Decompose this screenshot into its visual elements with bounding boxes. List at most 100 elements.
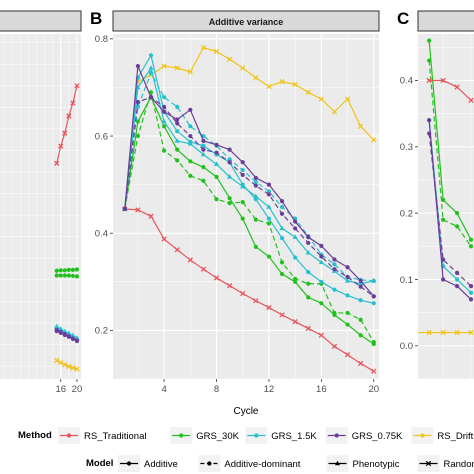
panel-b-strip-title: Additive variance: [209, 17, 284, 27]
panel-b-plot-bg: [113, 34, 379, 379]
panel-a-series-rs-traditional-random-point: [66, 113, 72, 119]
panel-c-series-grs-0-75k-additive-dominant-point: [427, 131, 432, 136]
panel-b-y-tick-label: 0.8: [95, 34, 108, 45]
panel-c-series-grs-30k-additive-dominant-point: [454, 224, 460, 229]
panel-b-series-grs-1-5k-additive-point: [279, 235, 285, 241]
panel-b: B Additive variance 4 8 12 16 20 0.2 0.4 0.6 0.8…: [90, 9, 380, 417]
panel-b-series-grs-1-5k-phenotypic-point: [240, 183, 246, 189]
panel-a-series-grs-30k-additive-point: [62, 268, 67, 273]
panel-b-series-grs-1-5k-additive-point: [293, 255, 298, 260]
panel-b-series-grs-0-75k-additive-point: [162, 109, 167, 114]
panel-b-series-grs-1-5k-additive-dominant-point: [253, 179, 258, 184]
panel-b-series-grs-0-75k-additive-point: [358, 278, 363, 283]
legend-key-marker: [334, 460, 341, 466]
panel-a-series-rs-drift-random-point: [58, 359, 64, 366]
panel-b-series-grs-0-75k-additive-dominant-point: [240, 172, 245, 178]
panel-b-series-grs-0-75k-additive-point: [293, 219, 298, 224]
panel-b-series-grs-1-5k-additive-dominant-line: [124, 72, 374, 282]
panel-b-series-grs-1-5k-phenotypic-point: [266, 204, 272, 209]
legend-label-rs-drift: RS_Drift: [437, 431, 473, 442]
panel-c-strip: [417, 10, 474, 32]
panel-c-y-tick-label: 0.4: [400, 76, 413, 87]
panel-b-series-grs-30k-additive-dominant-point: [345, 310, 350, 316]
panel-b-series-grs-30k-additive-point: [201, 165, 206, 170]
legend-label-grs-0-75k: GRS_0.75K: [352, 431, 403, 442]
panel-c-series-rs-traditional-random-point: [426, 77, 432, 84]
panel-c-series-rs-drift-random-point: [440, 329, 446, 336]
panel-b-series-grs-0-75k-additive-point: [201, 138, 206, 144]
legend-key-phenotypic: Phenotypic: [326, 455, 400, 472]
panel-b-series-rs-traditional-random-point: [253, 298, 259, 304]
panel-c-series-grs-30k-additive-dominant-point: [441, 217, 446, 222]
panel-a-series-rs-traditional-random-point: [54, 160, 60, 167]
panel-b-series-grs-0-75k-additive-point: [175, 117, 180, 122]
panel-b-series-rs-drift-random-point: [253, 75, 259, 81]
panel-b-series-grs-0-75k-additive-line: [124, 65, 375, 297]
panel-b-series-grs-0-75k-additive-point: [319, 243, 324, 248]
panel-b-series-grs-30k-additive-point: [175, 147, 180, 152]
panel-a-series-rs-drift-random-point: [74, 366, 80, 372]
panel-b-series-grs-30k-additive-point: [293, 279, 298, 284]
panel-b-series-grs-0-75k-additive-dominant-point: [266, 192, 272, 197]
legend-label-rs-traditional: RS_Traditional: [84, 431, 146, 442]
panel-c-y-tick-label: 0.1: [400, 275, 413, 286]
panel-b-series-rs-drift-random-point: [266, 83, 272, 90]
panel-b-series-grs-30k-additive-point: [358, 333, 363, 338]
panel-c-series-rs-traditional-random-point: [440, 77, 446, 84]
panel-c-series-rs-drift-random-point: [413, 330, 417, 334]
panel-b-series-grs-1-5k-additive-point: [306, 269, 311, 275]
panel-a-series: [54, 83, 80, 372]
panel-a-series-grs-1-5k-phenotypic-point: [70, 332, 76, 338]
panel-b-series-rs-traditional-random-point: [279, 312, 285, 318]
panel-b-series-grs-0-75k-additive-point: [306, 235, 311, 240]
panel-a-series-grs-30k-additive-point: [66, 267, 71, 272]
panel-b-series-grs-30k-additive-point: [162, 124, 167, 129]
panel-c-series-grs-1-5k-additive-point: [468, 290, 474, 295]
panel-b-series-grs-1-5k-additive-point: [148, 53, 154, 58]
panel-b-series-grs-1-5k-additive-dominant-point: [135, 104, 140, 109]
panel-b-series-grs-1-5k-additive-dominant-point: [175, 104, 180, 109]
panel-b-series-grs-1-5k-phenotypic-point: [187, 141, 193, 146]
panel-a-series-grs-1-5k-phenotypic-point: [58, 326, 64, 331]
panel-b-series-grs-1-5k-additive-point: [253, 197, 258, 202]
panel-b-series-grs-30k-additive-dominant-point: [266, 221, 272, 226]
panel-a-series-rs-drift-random-point: [66, 363, 72, 370]
panel-b-series-grs-0-75k-additive-dominant-point: [162, 104, 167, 109]
panel-b-series-grs-30k-additive-dominant-point: [188, 173, 193, 178]
panel-b-series-grs-30k-additive-dominant-point: [332, 310, 337, 316]
panel-b-series-grs-0-75k-additive-dominant-point: [135, 99, 140, 105]
panel-b-series-grs-1-5k-additive-dominant-point: [188, 124, 193, 129]
panel-b-series-rs-drift-random-point: [357, 123, 364, 129]
legend-label-random: Random: [444, 459, 474, 470]
panel-b-series-grs-0-75k-additive-point: [266, 182, 272, 187]
panel-b-series-rs-drift-random-point: [318, 96, 325, 102]
panel-c-letter: C: [397, 9, 409, 28]
panel-b-series-grs-1-5k-additive-point: [201, 143, 206, 148]
panel-b-series-rs-traditional-random-point: [213, 275, 220, 281]
panel-b-series-grs-0-75k-additive-dominant-point: [201, 147, 206, 152]
panel-c-grid: [418, 34, 474, 379]
panel-b-series-rs-traditional-random-point: [226, 283, 233, 289]
panel-b-series-grs-0-75k-additive-point: [345, 265, 350, 270]
panel-c-series-rs-drift-random-point: [468, 329, 474, 336]
panel-a-plot-bg: [0, 34, 81, 379]
panel-b-series-grs-0-75k-additive-point: [253, 175, 258, 180]
panel-c-series-grs-30k-additive-point: [468, 237, 474, 242]
panel-b-series-grs-1-5k-additive-point: [358, 298, 363, 303]
panel-a-x-tick-label: 20: [72, 384, 83, 395]
panel-c-series-grs-0-75k-additive-dominant-line: [428, 133, 472, 287]
panel-b-series-rs-traditional-random-point: [344, 352, 351, 358]
panel-b-series-grs-30k-additive-dominant-point: [279, 260, 285, 265]
panel-b-letter: B: [90, 9, 102, 28]
panel-c-series-grs-0-75k-additive-point: [427, 118, 432, 123]
panel-a-series-rs-traditional-random-point: [58, 143, 64, 149]
panel-b-series-grs-30k-additive-point: [253, 244, 258, 249]
panel-c-plot-bg: [418, 34, 474, 379]
panel-b-series-grs-30k-additive-dominant-point: [240, 200, 245, 205]
legend-key-additive-dominant: Additive-dominant: [198, 455, 301, 472]
panel-b-series-grs-30k-additive-dominant-point: [227, 200, 232, 206]
panel-b-series-rs-drift-random-point: [279, 78, 285, 85]
panel-a-series-rs-drift-random-point: [70, 365, 76, 371]
panel-b-series-grs-30k-additive-dominant-point: [162, 148, 167, 153]
panel-b-series-grs-1-5k-phenotypic-point: [227, 174, 233, 179]
